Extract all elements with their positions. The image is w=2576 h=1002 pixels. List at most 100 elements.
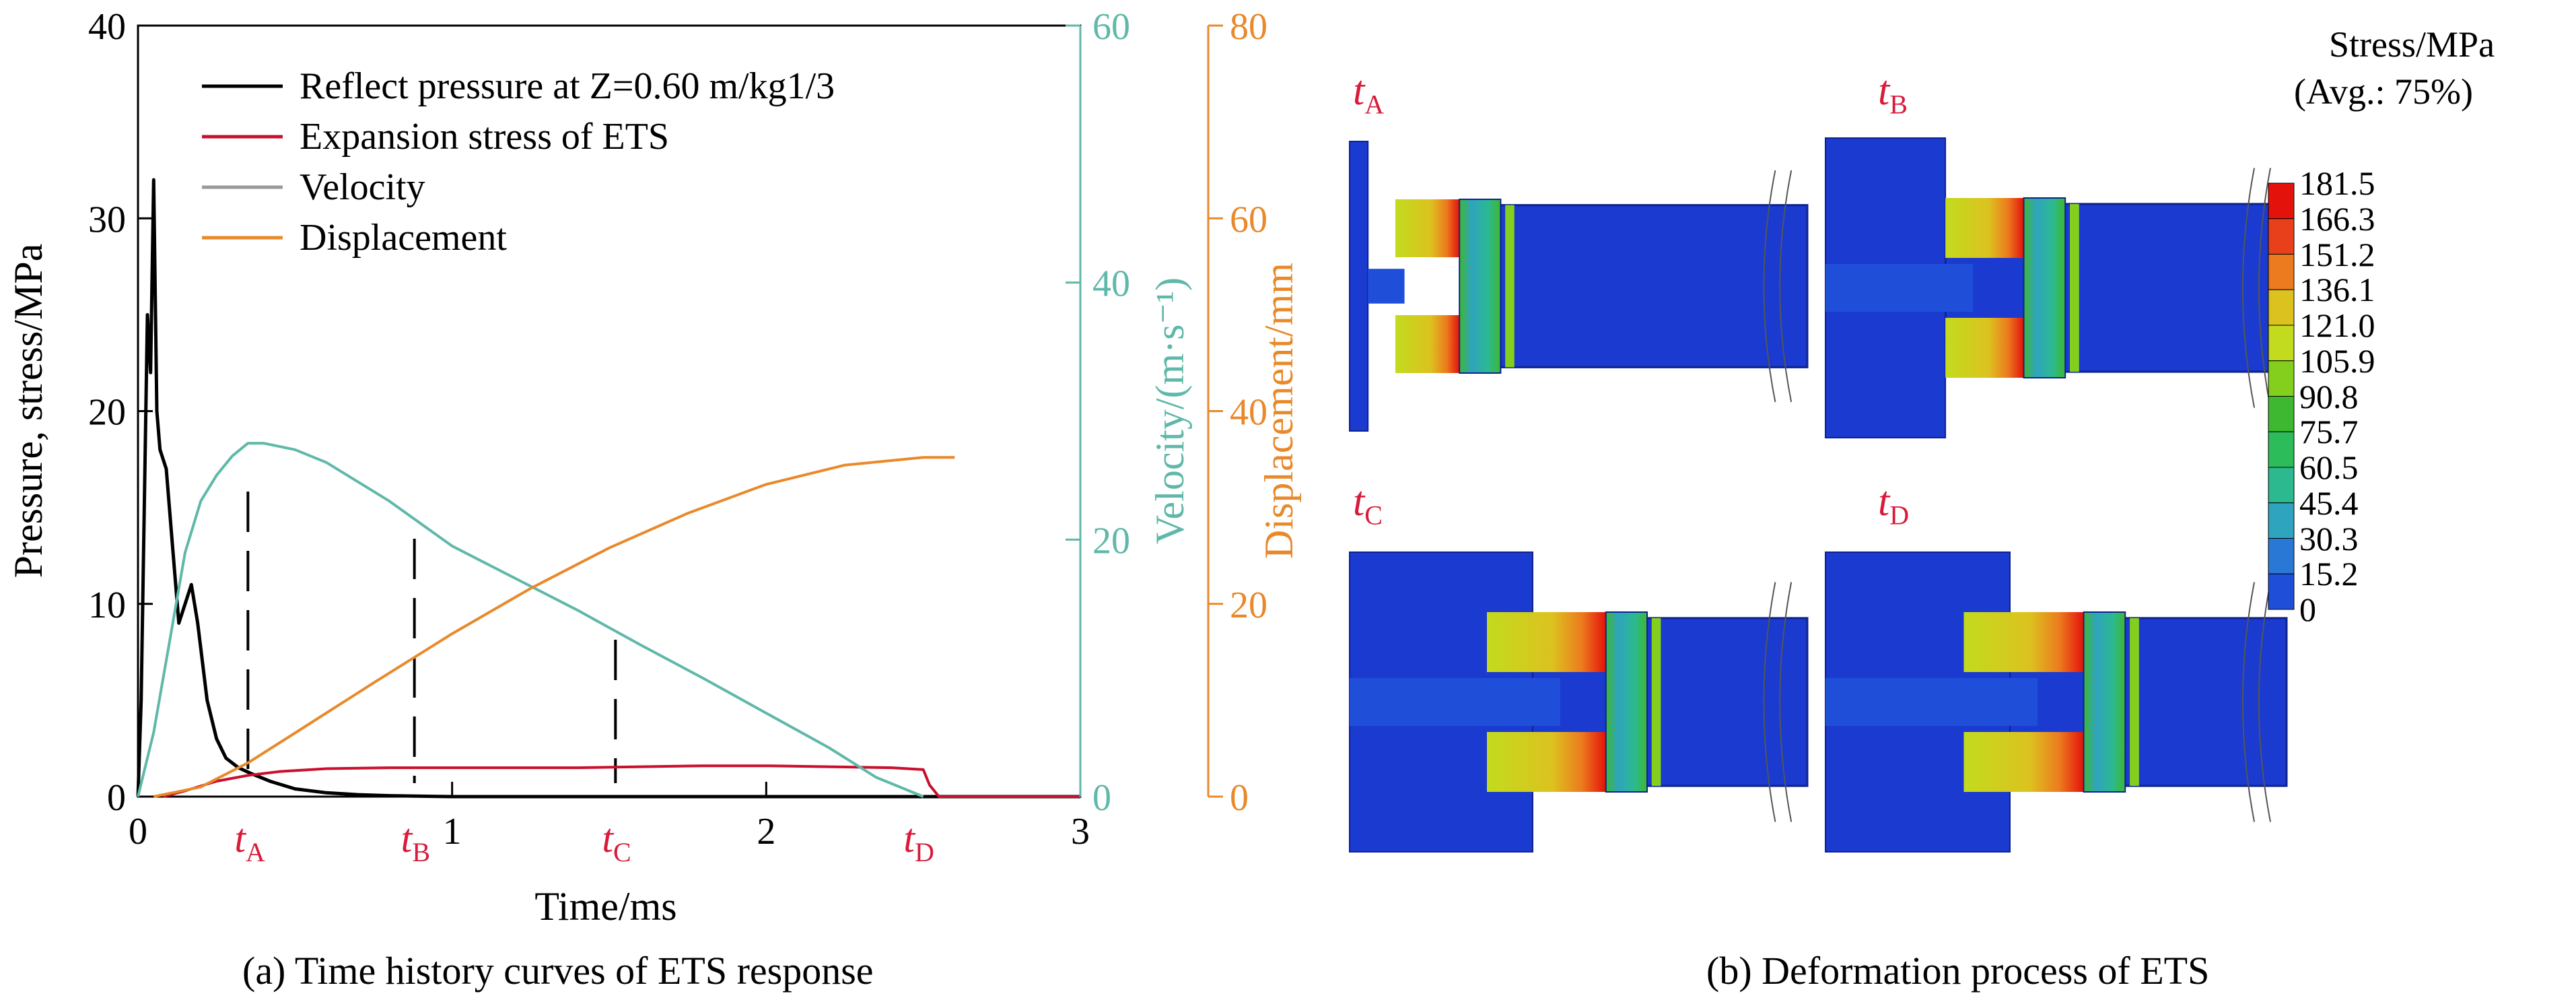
y-axis-label-displacement: Displacement/mm bbox=[1257, 263, 1301, 559]
stress-zone-bottom bbox=[1487, 732, 1606, 792]
colorbar-level-label: 0 bbox=[2299, 591, 2316, 628]
stress-zone-top bbox=[1395, 199, 1460, 257]
colorbar-level-label: 75.7 bbox=[2299, 413, 2359, 451]
caption-b: (b) Deformation process of ETS bbox=[1706, 949, 2210, 993]
piston-rod bbox=[1350, 677, 1560, 727]
stress-zone-top bbox=[1945, 198, 2024, 258]
y-tick-label-velocity: 0 bbox=[1092, 777, 1111, 819]
colorbar-level-label: 181.5 bbox=[2299, 164, 2375, 202]
stress-zone-bottom bbox=[1963, 732, 2084, 792]
ring-band bbox=[1505, 205, 1515, 368]
velocity-line bbox=[137, 442, 924, 798]
colorbar-segment bbox=[2268, 573, 2295, 610]
colorbar-level-label: 121.0 bbox=[2299, 306, 2375, 344]
displacement-line bbox=[153, 456, 955, 798]
tube-body bbox=[1468, 205, 1807, 368]
colorbar-segment bbox=[2268, 396, 2295, 432]
curved-end bbox=[1763, 582, 1776, 822]
curved-end bbox=[2241, 168, 2256, 408]
expansion-ring bbox=[1459, 199, 1502, 374]
pressure-line bbox=[136, 178, 1080, 799]
y-tick-label-displacement: 60 bbox=[1230, 199, 1267, 240]
legend: Reflect pressure at Z=0.60 m/kg1/3 Expan… bbox=[202, 65, 835, 259]
colorbar-segment bbox=[2268, 218, 2295, 255]
colorbar-level-label: 151.2 bbox=[2299, 235, 2375, 273]
plate bbox=[1349, 141, 1369, 432]
y-tick-label-displacement: 0 bbox=[1230, 777, 1249, 819]
expansion-ring bbox=[2023, 197, 2066, 378]
colorbar-level-label: 15.2 bbox=[2299, 555, 2359, 593]
colorbar-segment bbox=[2268, 467, 2295, 504]
y-axis-label-left: Pressure, stress/MPa bbox=[6, 244, 50, 578]
expansion-ring bbox=[1605, 611, 1648, 793]
y-tick-label-left: 0 bbox=[107, 777, 126, 819]
y-tick-label-left: 40 bbox=[88, 6, 126, 48]
x-tick-label: 0 bbox=[129, 811, 147, 853]
snapshot-b bbox=[1825, 137, 2288, 438]
caption-a: (a) Time history curves of ETS response bbox=[242, 949, 874, 993]
marker-label-d: tD bbox=[903, 816, 934, 867]
x-tick-label: 3 bbox=[1071, 811, 1090, 853]
marker-label-b: tB bbox=[401, 816, 430, 867]
colorbar-segment bbox=[2268, 502, 2295, 539]
colorbar-level-label: 105.9 bbox=[2299, 341, 2375, 380]
piston-rod bbox=[1825, 263, 1974, 312]
x-tick-label: 1 bbox=[443, 811, 462, 853]
colorbar-segment bbox=[2268, 254, 2295, 290]
piston-rod bbox=[1368, 269, 1405, 304]
x-tick-label: 2 bbox=[757, 811, 775, 853]
y-tick-label-left: 10 bbox=[88, 584, 126, 626]
curved-end bbox=[2241, 582, 2256, 822]
colorbar-level-label: 60.5 bbox=[2299, 448, 2359, 486]
snapshot-a bbox=[1349, 141, 1809, 432]
colorbar-segment bbox=[2268, 538, 2295, 574]
curved-end bbox=[1763, 170, 1776, 403]
marker-label-a: tA bbox=[234, 816, 265, 867]
stress-colorbar bbox=[2268, 182, 2295, 610]
colorbar-segment bbox=[2268, 182, 2295, 220]
y-tick-label-displacement: 40 bbox=[1230, 392, 1267, 434]
y-tick-label-left: 20 bbox=[88, 392, 126, 434]
curved-end bbox=[1779, 170, 1792, 403]
legend-label-stress: Expansion stress of ETS bbox=[300, 116, 669, 158]
curved-end bbox=[2258, 168, 2272, 408]
curved-end bbox=[2258, 582, 2272, 822]
colorbar-title: Stress/MPa bbox=[2329, 24, 2495, 65]
snapshot-label-d: tD bbox=[1878, 479, 1910, 531]
y-tick-label-displacement: 20 bbox=[1230, 584, 1267, 626]
deformation-snapshots bbox=[1349, 137, 2288, 853]
colorbar-segment bbox=[2268, 431, 2295, 468]
snapshot-label-a: tA bbox=[1353, 68, 1385, 120]
ring-band bbox=[2130, 617, 2139, 787]
stress-line bbox=[162, 764, 1080, 798]
colorbar-subtitle: (Avg.: 75%) bbox=[2294, 71, 2473, 112]
stress-zone-bottom bbox=[1945, 318, 2024, 378]
snapshot-label-c: tC bbox=[1353, 479, 1383, 531]
stress-zone-bottom bbox=[1395, 315, 1460, 373]
y-tick-label-velocity: 20 bbox=[1092, 520, 1130, 562]
legend-label-displacement: Displacement bbox=[300, 217, 507, 259]
snapshot-c bbox=[1349, 552, 1809, 853]
colorbar-level-label: 30.3 bbox=[2299, 519, 2359, 558]
y-tick-label-left: 30 bbox=[88, 199, 126, 240]
curved-end bbox=[1779, 582, 1792, 822]
piston-rod bbox=[1825, 677, 2038, 727]
y-axis-label-velocity: Velocity/(m·s⁻¹) bbox=[1148, 277, 1192, 544]
colorbar-level-label: 166.3 bbox=[2299, 199, 2375, 238]
y-tick-label-velocity: 60 bbox=[1092, 6, 1130, 48]
x-axis-label: Time/ms bbox=[534, 884, 676, 929]
y-tick-label-velocity: 40 bbox=[1092, 263, 1130, 305]
ring-band bbox=[2070, 203, 2079, 372]
colorbar-segment bbox=[2268, 360, 2295, 397]
colorbar-segment bbox=[2268, 289, 2295, 326]
colorbar-segment bbox=[2268, 325, 2295, 362]
marker-label-c: tC bbox=[602, 816, 631, 867]
stress-zone-top bbox=[1963, 612, 2084, 672]
y-tick-label-displacement: 80 bbox=[1230, 6, 1267, 48]
snapshot-label-b: tB bbox=[1878, 68, 1908, 120]
legend-label-pressure: Reflect pressure at Z=0.60 m/kg1/3 bbox=[300, 65, 835, 107]
legend-label-velocity: Velocity bbox=[300, 166, 425, 208]
stress-zone-top bbox=[1487, 612, 1606, 672]
